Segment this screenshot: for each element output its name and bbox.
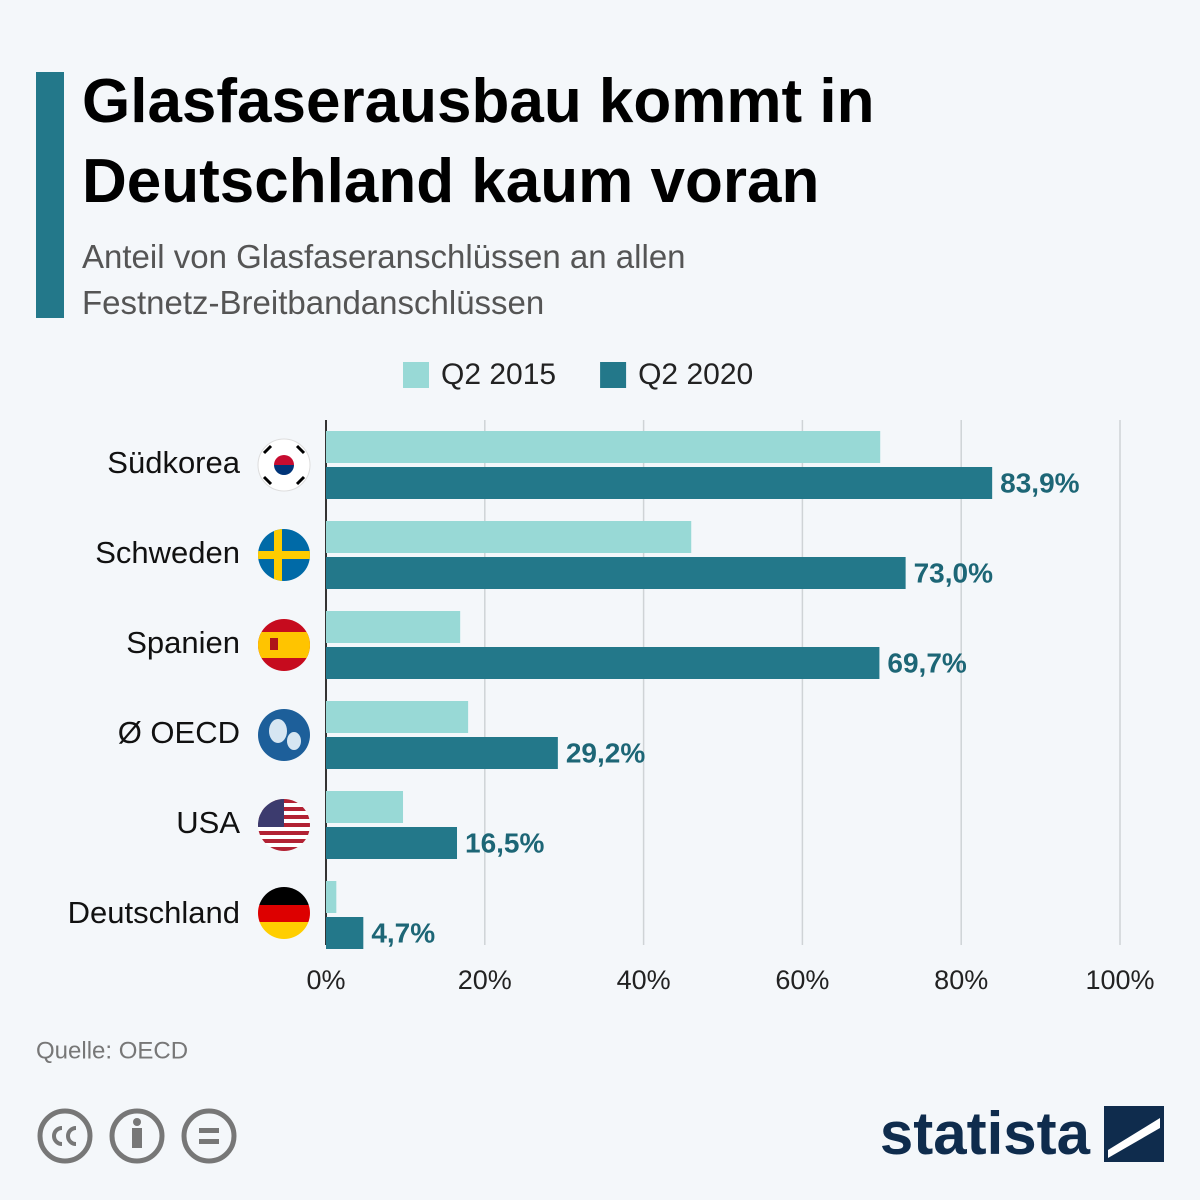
license-glyphs (52, 1118, 219, 1148)
value-label: 29,2% (566, 737, 645, 768)
category-label: Schweden (95, 535, 240, 570)
legend-swatch (403, 362, 429, 388)
bar (326, 431, 881, 463)
x-tick-label: 80% (934, 965, 988, 995)
value-label: 69,7% (887, 647, 966, 678)
accent-bar (36, 72, 64, 318)
bar (326, 557, 906, 589)
license-icons (37, 1108, 237, 1164)
x-tick-label: 20% (458, 965, 512, 995)
brand-logo (1104, 1106, 1164, 1162)
bar (326, 701, 469, 733)
category-label: Ø OECD (118, 715, 240, 750)
flag-us (258, 799, 310, 851)
source: Quelle: OECD (36, 1037, 188, 1064)
x-tick-label: 60% (775, 965, 829, 995)
bar (326, 827, 458, 859)
bar (326, 611, 461, 643)
bar (326, 791, 404, 823)
legend-label: Q2 2015 (441, 358, 556, 391)
bar (326, 521, 692, 553)
category-label: Südkorea (107, 445, 240, 480)
bar (326, 647, 880, 679)
flag-se (258, 529, 310, 581)
legend-swatch (600, 362, 627, 388)
value-label: 73,0% (914, 557, 993, 588)
value-label: 16,5% (465, 827, 544, 858)
x-tick-label: 100% (1085, 965, 1154, 995)
flag-es (258, 619, 310, 671)
brand: statista (880, 1100, 1091, 1167)
category-label: Spanien (126, 625, 240, 660)
bar (326, 881, 337, 913)
category-label: Deutschland (68, 895, 240, 930)
chart-title: Glasfaserausbau kommt in Deutschland kau… (82, 67, 875, 216)
category-label: USA (176, 805, 240, 840)
x-tick-label: 0% (306, 965, 345, 995)
flag-kr (258, 439, 310, 491)
legend-label: Q2 2020 (638, 358, 753, 391)
value-label: 4,7% (371, 917, 435, 948)
flag-de (258, 887, 310, 939)
chart-subtitle: Anteil von Glasfaseranschlüssen an allen… (82, 238, 686, 321)
bar (326, 737, 558, 769)
bar (326, 467, 993, 499)
globe (258, 709, 310, 761)
value-label: 83,9% (1000, 467, 1079, 498)
bar (326, 917, 364, 949)
x-tick-label: 40% (617, 965, 671, 995)
